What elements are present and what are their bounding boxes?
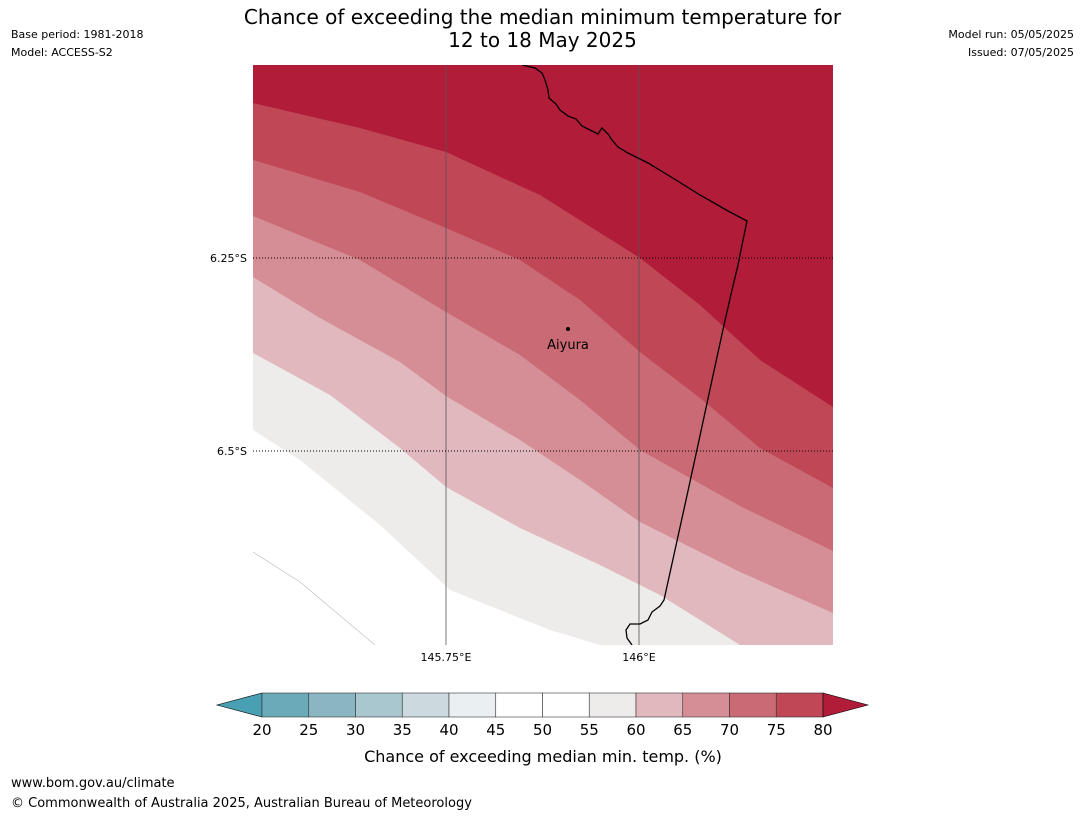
contour-line	[253, 551, 376, 645]
title-line-1: Chance of exceeding the median minimum t…	[243, 5, 842, 29]
base-period-text: Base period: 1981-2018	[11, 28, 144, 41]
colorbar-segment	[401, 692, 450, 718]
colorbar-segment	[355, 692, 403, 718]
map-title: Chance of exceeding the median minimum t…	[0, 6, 1085, 52]
lat-label-6-25: 6.25°S	[210, 252, 247, 265]
colorbar-tick-label: 30	[346, 721, 365, 739]
colorbar-tick-label: 75	[767, 721, 786, 739]
map-area: Aiyura	[253, 65, 833, 645]
colorbar-segment	[261, 692, 310, 718]
issued-text: Issued: 07/05/2025	[967, 46, 1074, 59]
footer-url[interactable]: www.bom.gov.au/climate	[11, 776, 175, 791]
colorbar-tick-label: 50	[533, 721, 552, 739]
aiyura-label: Aiyura	[547, 338, 589, 353]
colorbar-over-arrow	[822, 692, 870, 718]
colorbar-segment	[495, 692, 543, 718]
model-text: Model: ACCESS-S2	[11, 46, 113, 59]
colorbar-tick-label: 40	[439, 721, 458, 739]
colorbar-tick-label: 35	[393, 721, 412, 739]
band-over-80	[253, 65, 833, 407]
colorbar-tick-label: 45	[486, 721, 505, 739]
colorbar-tick-label: 20	[252, 721, 271, 739]
colorbar-tick-label: 60	[626, 721, 645, 739]
colorbar-segment	[729, 692, 777, 718]
colorbar-label: Chance of exceeding median min. temp. (%…	[364, 747, 722, 766]
run-info: Model run: 05/05/2025 Issued: 07/05/2025	[948, 26, 1074, 62]
colorbar-tick-label: 70	[720, 721, 739, 739]
colorbar-segment	[542, 692, 590, 718]
footer-copyright: © Commonwealth of Australia 2025, Austra…	[11, 796, 472, 811]
colorbar-under-arrow	[215, 692, 263, 718]
colorbar: 20 25 30 35 40 45 50 55 60 65 70 75 80	[215, 692, 870, 739]
model-run-text: Model run: 05/05/2025	[948, 28, 1074, 41]
colorbar-segment	[635, 692, 684, 718]
title-line-2: 12 to 18 May 2025	[448, 28, 637, 52]
colorbar-segment	[682, 692, 730, 718]
base-period-info: Base period: 1981-2018 Model: ACCESS-S2	[11, 26, 143, 62]
colorbar-tick-label: 80	[813, 721, 832, 739]
colorbar-segment	[448, 692, 497, 718]
lon-label-145-75: 145.75°E	[421, 651, 472, 664]
lat-label-6-5: 6.5°S	[217, 445, 247, 458]
colorbar-segment	[588, 692, 637, 718]
colorbar-tick-label: 55	[580, 721, 599, 739]
colorbar-segment	[775, 692, 824, 718]
colorbar-segment	[308, 692, 356, 718]
aiyura-marker	[566, 327, 570, 331]
colorbar-tick-label: 65	[673, 721, 692, 739]
colorbar-tick-label: 25	[299, 721, 318, 739]
province-boundary	[521, 65, 748, 645]
lon-label-146: 146°E	[622, 651, 655, 664]
